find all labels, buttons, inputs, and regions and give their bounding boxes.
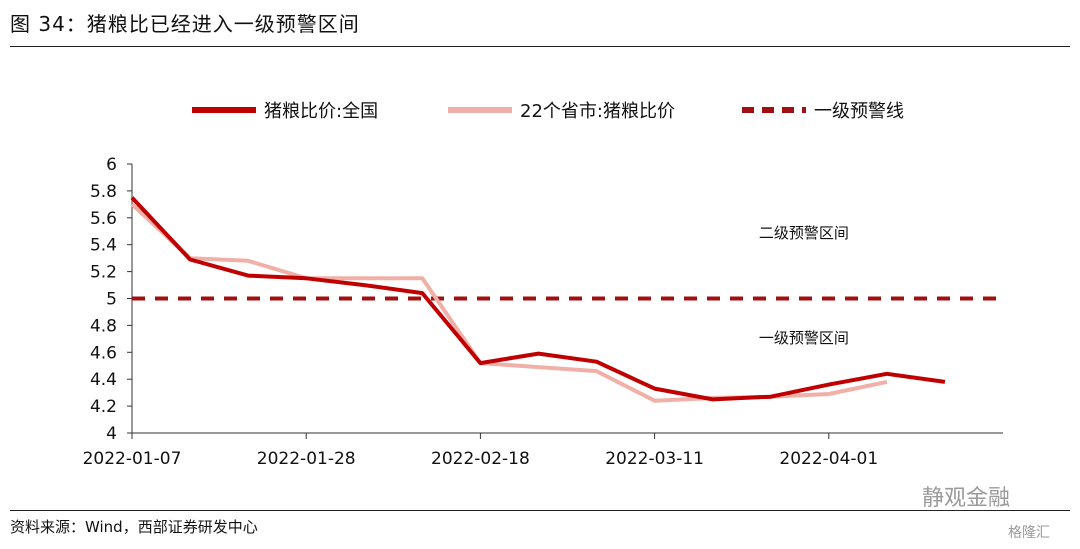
source-note: 资料来源：Wind，西部证券研发中心: [10, 518, 258, 536]
axes: 4 4.2 4.4 4.6 4.8 5 5.2 5.4 5.6 5.8 6 2022-01-07 202…: [83, 155, 1003, 469]
title-rule: [10, 46, 1070, 47]
y-tick-label: 4.2: [90, 397, 117, 417]
watermark-small: 格隆汇: [1008, 525, 1050, 541]
y-tick-label: 5.6: [90, 209, 117, 229]
y-tick-label: 5: [106, 290, 117, 310]
x-tick-label: 2022-01-07: [83, 449, 182, 469]
legend-label-0: 猪粮比价:全国: [264, 101, 378, 122]
legend-label-2: 一级预警线: [814, 101, 904, 122]
y-tick-label: 4: [106, 424, 117, 444]
x-tick-label: 2022-03-11: [605, 449, 704, 469]
zone-annotation-1: 一级预警区间: [759, 329, 849, 347]
watermark: 静观金融: [922, 486, 1011, 511]
y-tick-label: 4.6: [90, 343, 117, 363]
legend-label-1: 22个省市:猪粮比价: [520, 101, 675, 122]
y-tick-label: 5.2: [90, 263, 117, 283]
series-group: [130, 196, 1003, 403]
series-line-0: [130, 196, 946, 402]
source-rule: [10, 510, 1070, 511]
y-tick-label: 5.4: [90, 236, 117, 256]
zone-annotation-0: 二级预警区间: [759, 224, 849, 242]
legend: 猪粮比价:全国 22个省市:猪粮比价 一级预警线: [192, 101, 904, 122]
x-tick-label: 2022-02-18: [431, 449, 530, 469]
y-tick-label: 6: [106, 155, 117, 175]
y-tick-label: 5.8: [90, 182, 117, 202]
figure-title: 图 34：猪粮比已经进入一级预警区间: [10, 12, 360, 36]
x-tick-label: 2022-04-01: [779, 449, 878, 469]
y-tick-label: 4.4: [90, 370, 117, 390]
x-tick-label: 2022-01-28: [257, 449, 356, 469]
y-tick-label: 4.8: [90, 316, 117, 336]
